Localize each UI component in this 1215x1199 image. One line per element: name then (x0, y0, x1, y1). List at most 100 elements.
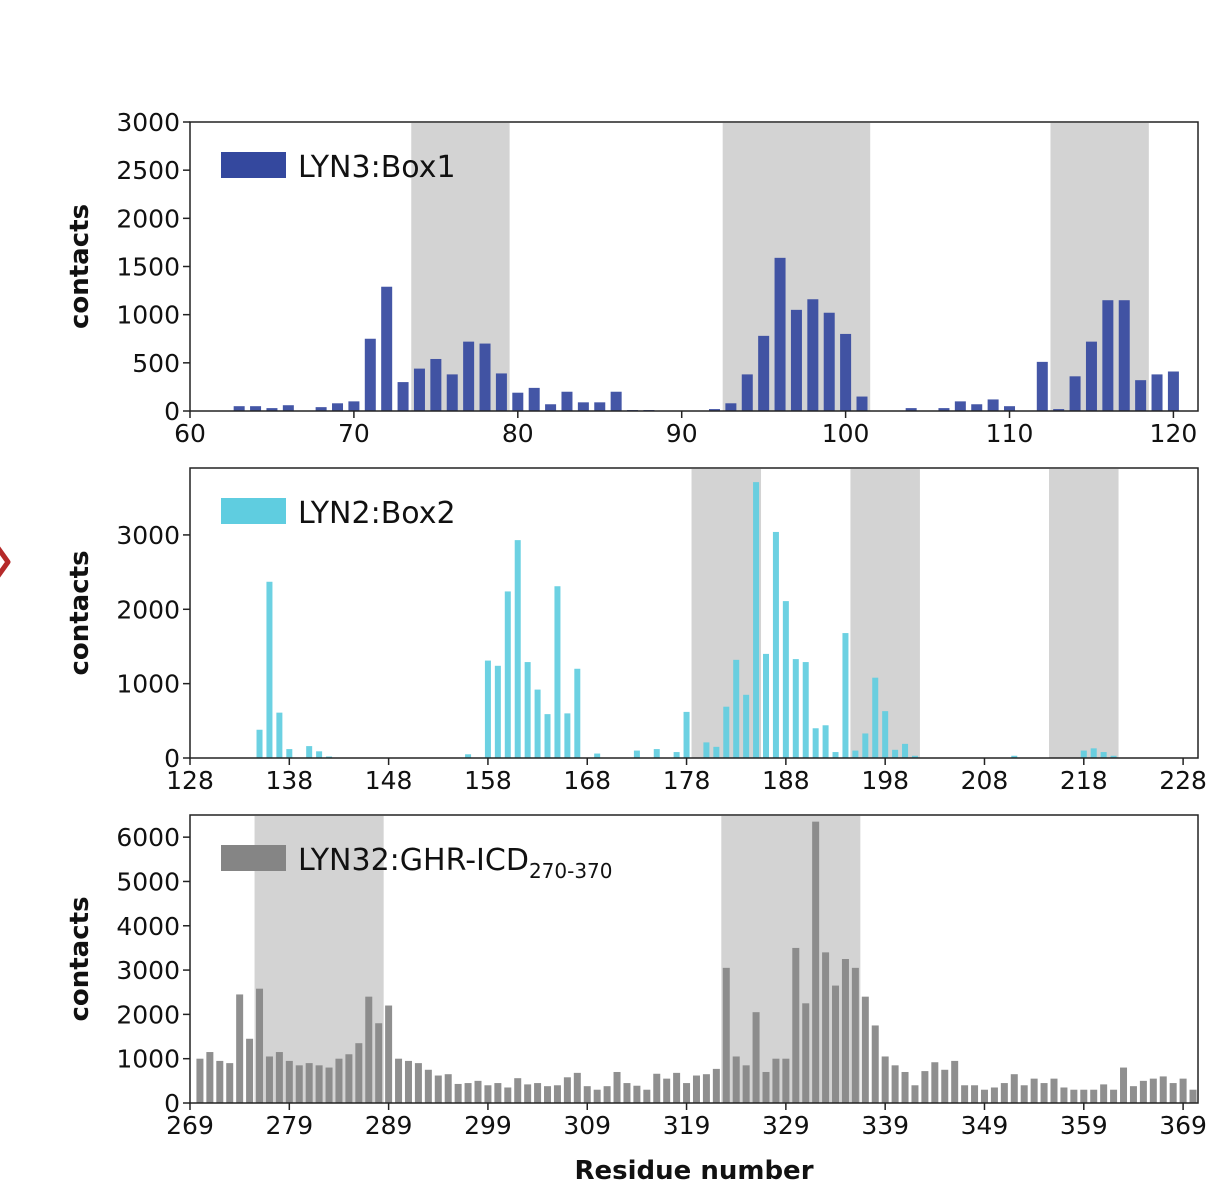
y-tick-label: 2000 (116, 204, 180, 233)
bar (594, 402, 606, 411)
bar (553, 1085, 561, 1103)
bar (905, 408, 917, 411)
bar (623, 1083, 631, 1103)
bar (206, 1052, 214, 1103)
bar (1100, 1084, 1108, 1103)
bar (446, 374, 458, 411)
bar (348, 401, 360, 411)
bar (752, 1012, 760, 1103)
bar (911, 1085, 919, 1103)
bar (1110, 755, 1117, 758)
legend-swatch (221, 845, 286, 871)
bar (256, 988, 264, 1103)
x-tick-label: 120 (1150, 419, 1198, 448)
bar (753, 482, 760, 758)
x-tick-label: 90 (666, 419, 698, 448)
bar (479, 343, 491, 411)
bar (741, 374, 753, 411)
legend-swatch (221, 152, 286, 178)
bar (573, 1072, 581, 1103)
bar (901, 1071, 909, 1103)
bar (802, 662, 809, 758)
bar (851, 967, 859, 1103)
x-tick-label: 349 (961, 1111, 1009, 1140)
bar (1020, 1085, 1028, 1103)
x-tick-label: 208 (961, 766, 1009, 795)
bar (282, 405, 294, 411)
bar (1139, 1080, 1147, 1103)
bar (911, 755, 918, 758)
bar (961, 1085, 969, 1103)
bar (424, 1069, 432, 1103)
bar (504, 1087, 512, 1103)
bar (464, 1083, 472, 1103)
bar (1080, 1089, 1088, 1103)
y-tick-label: 0 (164, 744, 180, 773)
bar (463, 341, 475, 411)
bar (703, 742, 710, 758)
bar (1120, 1067, 1128, 1103)
bar (385, 1005, 393, 1103)
x-tick-label: 218 (1060, 766, 1108, 795)
bar (577, 402, 589, 411)
x-tick-label: 188 (762, 766, 810, 795)
axes-frame (189, 814, 1199, 1104)
bar (504, 591, 511, 758)
bar (216, 1060, 224, 1103)
x-tick-label: 60 (174, 419, 206, 448)
legend-label: LYN32:GHR-ICD270-370 (298, 843, 613, 883)
bar (742, 1065, 750, 1103)
bar (1000, 1083, 1008, 1103)
bar (305, 1063, 313, 1103)
x-tick-label: 148 (365, 766, 413, 795)
bar (494, 665, 501, 758)
x-tick-label: 269 (166, 1111, 214, 1140)
x-tick-label: 178 (663, 766, 711, 795)
bar (790, 309, 802, 411)
x-tick-label: 80 (502, 419, 534, 448)
x-tick-label: 319 (663, 1111, 711, 1140)
bar (732, 1056, 740, 1103)
bar (494, 1083, 502, 1103)
bar (763, 653, 769, 758)
bar (574, 668, 581, 758)
x-tick-label: 329 (762, 1111, 810, 1140)
bar (772, 531, 779, 758)
bar (733, 659, 740, 758)
bar (882, 711, 889, 758)
panel-lyn3-box1: 0 500 1000 1500 2000 2500 3000 60 70 80 90 100 110 12… (65, 108, 1199, 448)
shaded-region (411, 123, 510, 411)
bar (564, 713, 571, 758)
bar (593, 1089, 601, 1103)
shaded-region (721, 816, 861, 1103)
bar (812, 821, 820, 1103)
x-tick-label: 158 (464, 766, 512, 795)
x-tick-label: 198 (861, 766, 909, 795)
bar (862, 733, 869, 758)
x-tick-label: 359 (1060, 1111, 1108, 1140)
bar (365, 996, 373, 1103)
y-tick-label: 0 (164, 397, 180, 426)
bar (1159, 1076, 1167, 1103)
panel-lyn32-ghr-icd: 0 1000 2000 3000 4000 5000 6000 269 279 289 299 309… (65, 814, 1207, 1186)
y-tick-label: 1000 (116, 301, 180, 330)
bar (265, 1056, 273, 1103)
bar (822, 725, 829, 758)
bar (246, 1038, 254, 1103)
bar (1060, 1087, 1068, 1103)
bar (563, 1077, 571, 1103)
bar (954, 401, 966, 411)
bar (762, 1071, 770, 1103)
bar (807, 299, 819, 411)
y-tick-label: 3000 (116, 521, 180, 550)
bar (938, 408, 950, 411)
bar (802, 1003, 810, 1103)
bar (987, 399, 999, 411)
bar (722, 967, 730, 1103)
bar (413, 368, 425, 411)
bar (545, 404, 557, 411)
x-tick-label: 339 (861, 1111, 909, 1140)
bar (931, 1062, 939, 1103)
bar (404, 1060, 412, 1103)
